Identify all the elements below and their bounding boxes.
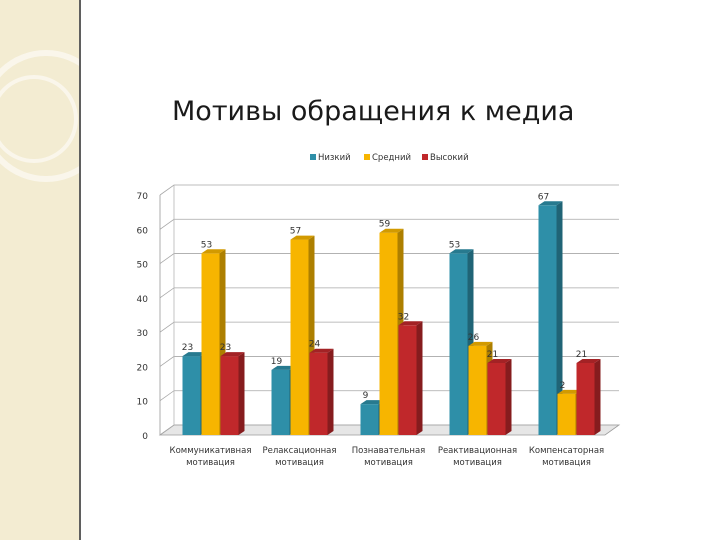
bar-top (360, 400, 385, 405)
data-label: 21 (487, 350, 498, 360)
data-label: 23 (220, 343, 231, 353)
data-label: 21 (576, 350, 587, 360)
bar-Высокий (576, 363, 595, 435)
bar-Высокий (220, 356, 239, 435)
x-category-label: Релаксационная (263, 446, 337, 456)
bar-top (576, 359, 601, 363)
x-category-label: Коммуникативная (170, 446, 252, 456)
bar-top (182, 352, 207, 357)
data-label: 67 (538, 192, 549, 202)
x-category-label: мотивация (542, 458, 591, 468)
decorative-left-band (0, 0, 81, 540)
bar-side (238, 352, 245, 435)
data-label: 24 (309, 340, 321, 350)
bar-top (557, 389, 582, 394)
y-tick-label: 30 (137, 329, 149, 339)
bar-top (271, 365, 296, 370)
bar-top (449, 249, 474, 254)
bar-Низкий (271, 369, 290, 435)
bar-Высокий (487, 363, 506, 435)
x-category-label: мотивация (364, 458, 413, 468)
y-tick-label: 70 (137, 192, 149, 202)
bar-top (398, 321, 423, 326)
legend-label: Средний (372, 153, 411, 163)
y-tick-label: 40 (137, 295, 149, 305)
bar-Средний (557, 393, 576, 435)
bar-top (220, 352, 245, 357)
bar-Высокий (398, 325, 417, 435)
bar-top (538, 201, 563, 206)
y-tick-label: 10 (137, 398, 149, 408)
decorative-ring-inner (0, 75, 78, 163)
legend-swatch (310, 154, 316, 160)
bar-side (594, 359, 601, 435)
bar-Низкий (449, 253, 468, 435)
y-tick-label: 0 (142, 432, 148, 442)
bar-top (201, 249, 226, 254)
bar-side (416, 321, 423, 435)
data-label: 57 (290, 227, 301, 237)
x-category-label: Реактивационная (438, 446, 517, 456)
legend-swatch (422, 154, 428, 160)
decorative-ring (0, 50, 79, 182)
bar-top (487, 359, 512, 363)
legend-label: Высокий (430, 153, 469, 163)
bar-Низкий (360, 404, 379, 435)
x-category-label: мотивация (453, 458, 502, 468)
data-label: 19 (271, 357, 283, 367)
bar-side (556, 201, 563, 435)
data-label: 53 (449, 240, 460, 250)
data-label: 53 (201, 240, 212, 250)
bar-top (379, 228, 404, 233)
data-label: 2 (560, 381, 566, 391)
y-tick-label: 20 (137, 363, 149, 373)
x-category-label: мотивация (186, 458, 235, 468)
x-category-label: мотивация (275, 458, 324, 468)
bar-top (290, 235, 315, 240)
y-tick-label: 50 (137, 261, 149, 271)
bar-Низкий (182, 356, 201, 435)
data-label: 9 (363, 391, 369, 401)
bar-Средний (379, 232, 398, 435)
slide-title: Мотивы обращения к медиа (172, 96, 575, 127)
bar-side (327, 348, 334, 435)
bar-top (468, 341, 493, 346)
bar-Средний (290, 239, 309, 435)
bar-Средний (468, 345, 487, 435)
y-tick-label: 60 (137, 226, 149, 236)
legend-swatch (364, 154, 370, 160)
bar-side (505, 359, 512, 435)
bar-Высокий (309, 352, 328, 435)
bar-Низкий (538, 205, 557, 435)
legend-label: Низкий (318, 153, 351, 163)
x-category-label: Компенсаторная (529, 446, 604, 456)
data-label: 23 (182, 343, 193, 353)
bar-Средний (201, 253, 220, 435)
bar-top (309, 348, 334, 353)
data-label: 32 (398, 312, 409, 322)
data-label: 26 (468, 333, 480, 343)
x-category-label: Познавательная (352, 446, 426, 456)
data-label: 59 (379, 220, 391, 230)
